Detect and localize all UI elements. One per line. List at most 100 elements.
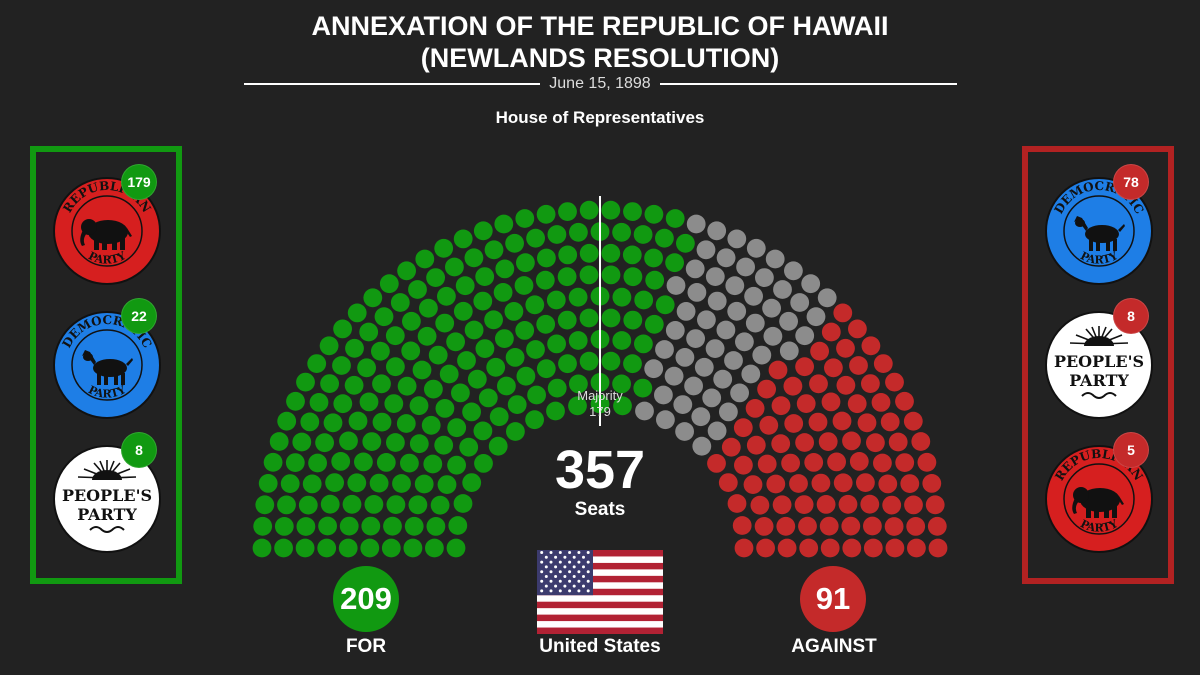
seat-not-voting — [697, 310, 716, 330]
seat-against — [907, 538, 926, 558]
svg-text:PARTY: PARTY — [1078, 517, 1120, 535]
seat-not-voting — [713, 369, 733, 389]
flag-star — [586, 570, 590, 574]
seat-against — [888, 432, 908, 452]
seat-for — [296, 372, 315, 392]
seat-not-voting — [784, 261, 803, 281]
seat-for — [401, 341, 421, 361]
seat-for — [644, 204, 664, 224]
seat-not-voting — [801, 274, 821, 294]
seat-for — [426, 268, 445, 287]
seat-against — [927, 516, 947, 536]
seat-against — [745, 399, 765, 418]
seat-not-voting — [741, 364, 761, 384]
seat-not-voting — [635, 401, 654, 421]
seat-against — [895, 391, 914, 411]
seat-against — [925, 495, 945, 515]
seat-for — [612, 331, 632, 350]
flag-star — [582, 584, 585, 588]
flag-star — [540, 579, 544, 583]
seat-against — [911, 432, 931, 451]
seat-for — [474, 454, 493, 473]
democratic-logo-bottom: PARTY — [86, 383, 128, 401]
seat-for — [475, 339, 495, 358]
seat-against — [928, 538, 948, 558]
seat-for — [414, 474, 434, 494]
against-parties-panel: DEMOCRATIC PARTY 78 PEOPLE'S — [1022, 146, 1174, 584]
seat-not-voting — [705, 339, 725, 358]
seat-for — [408, 280, 427, 299]
seat-for — [547, 225, 567, 244]
seat-for — [403, 538, 423, 558]
seat-against — [721, 437, 741, 457]
seat-not-voting — [727, 229, 747, 249]
seat-for — [506, 422, 525, 441]
seat-for — [402, 311, 421, 331]
seat-for — [374, 307, 394, 327]
seat-against — [809, 374, 828, 394]
seat-against — [734, 455, 753, 475]
us-flag-icon — [537, 550, 663, 634]
peoples-party-logo: PEOPLE'S PARTY — [52, 444, 162, 554]
seat-against — [732, 516, 752, 535]
seat-not-voting — [692, 436, 712, 456]
seat-for — [397, 376, 417, 396]
seat-for — [347, 303, 367, 323]
seat-against — [871, 393, 891, 412]
seat-for — [467, 369, 487, 389]
seat-against — [757, 379, 776, 399]
seat-against — [718, 473, 738, 492]
seat-against — [783, 376, 803, 396]
flag-star — [558, 551, 562, 554]
flag-star — [558, 570, 562, 574]
flag-star — [577, 579, 581, 583]
seat-for — [451, 383, 470, 403]
flag-star — [586, 560, 590, 564]
seat-for — [424, 379, 443, 399]
seat-for — [331, 452, 351, 471]
seat-for — [634, 334, 653, 354]
seat-for — [359, 392, 379, 412]
seat-for — [547, 378, 567, 398]
seat-against — [808, 412, 828, 432]
seat-for — [612, 287, 632, 307]
seat-for — [579, 243, 599, 263]
seat-for — [473, 221, 493, 241]
seat-for — [601, 243, 621, 263]
seat-for — [557, 310, 577, 330]
seat-for — [655, 295, 675, 315]
seat-against — [863, 516, 882, 536]
seat-not-voting — [675, 348, 695, 367]
seat-for — [536, 204, 556, 224]
flag-star — [540, 589, 544, 593]
seat-for — [344, 375, 364, 395]
seat-against — [880, 412, 900, 432]
seat-for — [258, 474, 278, 493]
seat-for — [339, 431, 358, 451]
seat-for — [434, 435, 454, 455]
seat-for — [558, 245, 578, 265]
against-count-badge: 91 — [800, 566, 866, 632]
seat-against — [733, 418, 753, 438]
seat-for — [315, 433, 334, 453]
seat-for — [478, 388, 498, 408]
flag-star — [554, 575, 558, 578]
svg-text:PARTY: PARTY — [86, 383, 128, 401]
seat-against — [922, 474, 942, 493]
sunrise-icon: PEOPLE'S PARTY — [1045, 311, 1153, 419]
seat-for — [325, 473, 344, 492]
seat-for — [434, 238, 454, 258]
seat-for — [622, 245, 642, 265]
seat-for — [475, 267, 495, 286]
seat-not-voting — [727, 301, 747, 321]
chamber-label: House of Representatives — [495, 108, 705, 127]
seat-for — [362, 432, 382, 451]
seat-not-voting — [725, 276, 745, 296]
seat-for — [263, 452, 283, 472]
seat-for — [486, 357, 506, 377]
seat-against — [832, 411, 852, 431]
seat-for — [623, 202, 642, 222]
seat-for — [558, 354, 577, 374]
seat-for — [568, 287, 588, 307]
seat-for — [546, 290, 566, 310]
